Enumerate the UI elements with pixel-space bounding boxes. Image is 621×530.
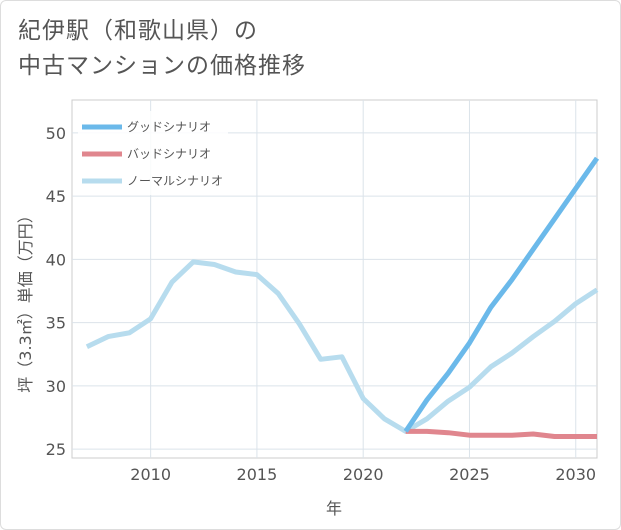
series-line-0 [403, 156, 600, 433]
x-tick-label: 2030 [555, 465, 596, 484]
y-tick-label: 30 [46, 377, 66, 396]
axis-ticks: 2010 2015 2020 2025 2030 25 30 35 40 45 50 [46, 124, 596, 484]
series-line-1 [405, 428, 597, 439]
y-axis-label: 坪（3.3㎡）単価（万円） [16, 207, 35, 392]
legend-label-2: ノーマルシナリオ [127, 174, 223, 188]
legend-label-1: バッドシナリオ [127, 147, 211, 161]
chart-title: 紀伊駅（和歌山県）の 中古マンションの価格推移 [18, 14, 306, 84]
x-axis-label: 年 [326, 499, 342, 518]
x-tick-label: 2015 [237, 465, 278, 484]
legend-label-0: グッドシナリオ [127, 120, 211, 134]
series-lines [85, 156, 600, 439]
y-tick-label: 50 [46, 124, 66, 143]
series-line-2 [85, 259, 599, 434]
chart-title-line-1: 紀伊駅（和歌山県）の [18, 18, 258, 44]
x-tick-label: 2010 [130, 465, 171, 484]
y-tick-label: 40 [46, 250, 66, 269]
chart-title-line-2: 中古マンションの価格推移 [18, 53, 306, 79]
y-tick-label: 35 [46, 314, 66, 333]
x-tick-label: 2025 [449, 465, 490, 484]
y-tick-label: 25 [46, 440, 66, 459]
y-tick-label: 45 [46, 187, 66, 206]
x-tick-label: 2020 [343, 465, 384, 484]
